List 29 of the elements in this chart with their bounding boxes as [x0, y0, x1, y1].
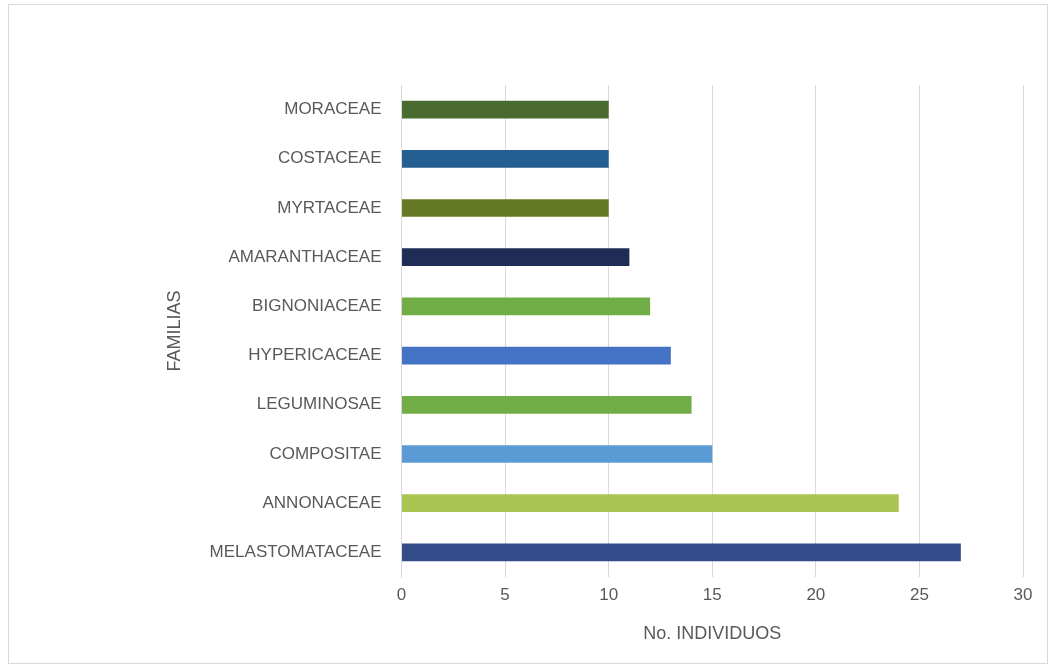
bar	[402, 445, 713, 463]
y-tick-label: COMPOSITAE	[269, 443, 382, 463]
y-tick-label: MELASTOMATACEAE	[209, 542, 382, 562]
y-tick-label: MORACEAE	[284, 99, 382, 119]
x-tick-label: 20	[806, 584, 826, 604]
y-tick-label: HYPERICACEAE	[248, 345, 382, 365]
y-tick-label: MYRTACEAE	[277, 197, 382, 217]
bar	[402, 494, 899, 513]
y-tick-label: AMARANTHACEAE	[228, 246, 382, 266]
bar	[402, 543, 961, 562]
y-tick-label: BIGNONIACEAE	[252, 296, 382, 316]
x-tick-label: 0	[396, 584, 407, 604]
x-tick-label: 30	[1013, 584, 1033, 604]
bar	[402, 395, 692, 414]
x-axis-title: No. INDIVIDUOS	[643, 623, 782, 644]
bar	[402, 199, 609, 217]
bar	[402, 248, 630, 267]
bar	[402, 346, 671, 365]
y-tick-label: ANNONACEAE	[262, 492, 382, 512]
y-tick-label: COSTACEAE	[277, 148, 382, 168]
bar	[402, 297, 651, 316]
x-tick-label: 15	[702, 584, 722, 604]
y-tick-label: LEGUMINOSAE	[256, 394, 382, 414]
x-tick-label: 5	[500, 584, 510, 604]
x-tick-label: 10	[599, 584, 619, 604]
x-tick-label: 25	[909, 584, 929, 604]
y-axis-title: FAMILIAS	[163, 290, 184, 372]
bar	[402, 100, 609, 119]
bar	[402, 149, 609, 168]
